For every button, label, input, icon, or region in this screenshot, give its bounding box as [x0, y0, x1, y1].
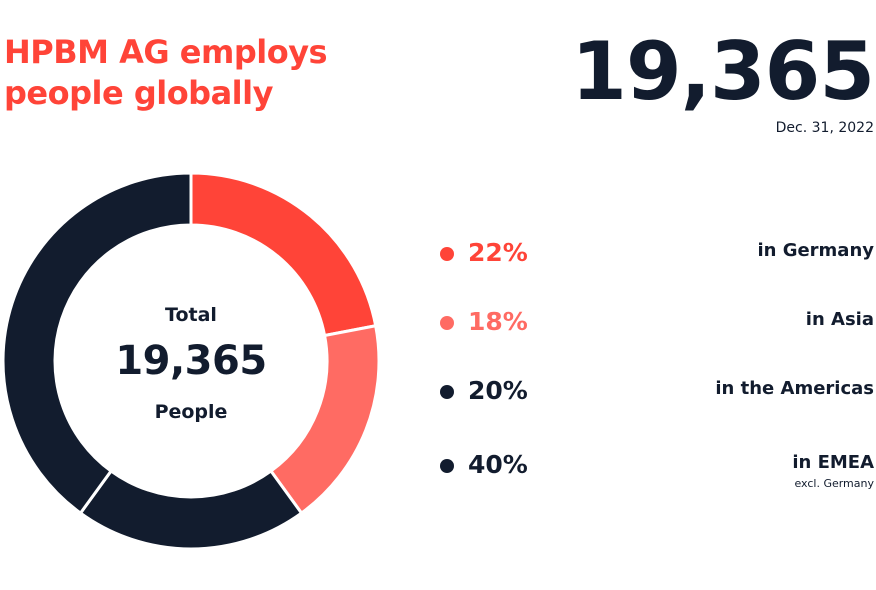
donut-slice-asia — [268, 324, 381, 516]
donut-slice-germany — [189, 171, 378, 338]
legend-dot-americas — [440, 385, 454, 399]
legend-label-americas: in the Americas — [715, 378, 874, 399]
legend-percent-emea: 40% — [468, 450, 528, 479]
headline-number: 19,365 — [571, 25, 875, 118]
chart-title: HPBM AG employs people globally — [4, 32, 424, 114]
legend-dot-asia — [440, 316, 454, 330]
title-line-2: people globally — [4, 74, 273, 112]
legend-percent-germany: 22% — [468, 238, 528, 267]
legend-label-asia: in Asia — [805, 309, 874, 330]
legend-item-americas: 20% in the Americas — [440, 372, 876, 412]
legend-item-emea: 40% in EMEA excl. Germany — [440, 446, 876, 496]
legend-note-emea: excl. Germany — [794, 477, 874, 490]
legend-item-asia: 18% in Asia — [440, 303, 876, 343]
donut-slice-americas — [78, 468, 304, 551]
legend-dot-emea — [440, 459, 454, 473]
legend-dot-germany — [440, 247, 454, 261]
legend-percent-asia: 18% — [468, 307, 528, 336]
title-line-1: HPBM AG employs — [4, 33, 328, 71]
donut-slice-emea — [1, 171, 193, 516]
legend-item-germany: 22% in Germany — [440, 234, 876, 274]
legend-label-emea: in EMEA — [792, 452, 874, 473]
legend-label-germany: in Germany — [757, 240, 874, 261]
legend-percent-americas: 20% — [468, 376, 528, 405]
donut-chart — [1, 171, 381, 551]
headline-date: Dec. 31, 2022 — [775, 120, 874, 136]
